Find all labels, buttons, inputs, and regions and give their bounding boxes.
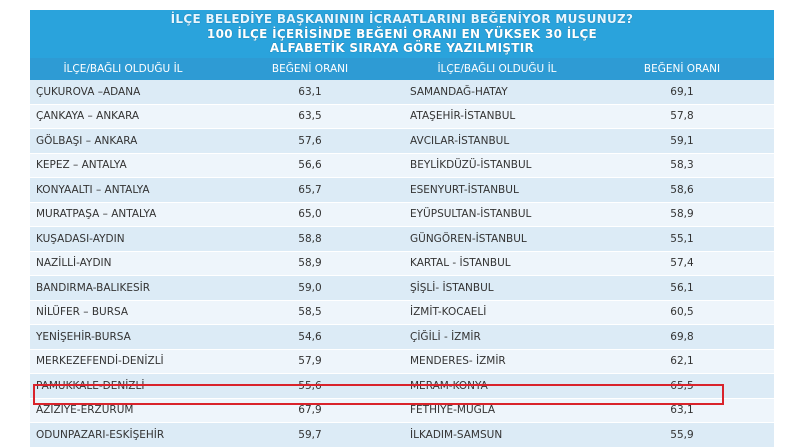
district-header-right: İLÇE/BAĞLI OLDUĞU İL <box>404 58 590 80</box>
district-cell-right: İLKADIM-SAMSUN <box>404 422 590 448</box>
rating-cell-right: 57,4 <box>590 251 774 276</box>
district-cell-left: MERKEZEFENDİ-DENİZLİ <box>30 349 216 374</box>
table-row: NAZİLLİ-AYDIN 58,9 KARTAL - İSTANBUL 57,4 <box>30 251 774 276</box>
rating-cell-right: 55,9 <box>590 422 774 448</box>
district-cell-left: NAZİLLİ-AYDIN <box>30 251 216 276</box>
table-row: ÇUKUROVA –ADANA 63,1 SAMANDAĞ-HATAY 69,1 <box>30 80 774 105</box>
rating-cell-right: 59,1 <box>590 128 774 154</box>
table-row: MURATPAŞA – ANTALYA 65,0 EYÜPSULTAN-İSTANB… <box>30 202 774 227</box>
district-cell-left: MURATPAŞA – ANTALYA <box>30 202 216 227</box>
rating-cell-right: 55,1 <box>590 226 774 252</box>
rating-cell-left: 57,9 <box>216 349 404 374</box>
rating-cell-right: 62,1 <box>590 349 774 374</box>
district-cell-right: İZMİT-KOCAELİ <box>404 300 590 325</box>
table-row: ODUNPAZARI-ESKİŞEHİR 59,7 İLKADIM-SAMSUN 55… <box>30 422 774 448</box>
rating-cell-right: 56,1 <box>590 275 774 301</box>
table-row: ÇANKAYA – ANKARA 63,5 ATAŞEHİR-İSTANBUL 57,… <box>30 104 774 129</box>
table-row: AZİZİYE-ERZURUM 67,9 FETHİYE-MUĞLA 63,1 <box>30 398 774 423</box>
district-cell-left: ÇUKUROVA –ADANA <box>30 80 216 105</box>
district-cell-right: BEYLİKDÜZÜ-İSTANBUL <box>404 153 590 178</box>
rating-cell-left: 57,6 <box>216 128 404 154</box>
district-cell-right: ŞİŞLİ- İSTANBUL <box>404 275 590 301</box>
district-cell-left: ODUNPAZARI-ESKİŞEHİR <box>30 422 216 448</box>
rating-cell-right: 58,9 <box>590 202 774 227</box>
district-cell-left: NİLÜFER – BURSA <box>30 300 216 325</box>
table-row: BANDIRMA-BALIKESİR 59,0 ŞİŞLİ- İSTANBUL 56,… <box>30 275 774 301</box>
district-cell-right: GÜNGÖREN-İSTANBUL <box>404 226 590 252</box>
district-cell-right: ÇİĞİLİ - İZMİR <box>404 324 590 350</box>
highlight-box <box>33 384 724 405</box>
table-row: MERKEZEFENDİ-DENİZLİ 57,9 MENDERES- İZMİR 6… <box>30 349 774 374</box>
district-cell-left: KUŞADASI-AYDIN <box>30 226 216 252</box>
district-cell-left: BANDIRMA-BALIKESİR <box>30 275 216 301</box>
table-row: GÖLBAŞI – ANKARA 57,6 AVCILAR-İSTANBUL 59,1 <box>30 128 774 154</box>
table-row: KEPEZ – ANTALYA 56,6 BEYLİKDÜZÜ-İSTANBUL 58… <box>30 153 774 178</box>
table-row: YENİŞEHİR-BURSA 54,6 ÇİĞİLİ - İZMİR 69,8 <box>30 324 774 350</box>
district-cell-left: KEPEZ – ANTALYA <box>30 153 216 178</box>
rating-cell-right: 58,6 <box>590 177 774 203</box>
district-cell-right: KARTAL - İSTANBUL <box>404 251 590 276</box>
ratings-infographic: İLÇE BELEDİYE BAŞKANININ İCRAATLARINI BE… <box>30 10 774 448</box>
header-row: İLÇE/BAĞLI OLDUĞU İL BEĞENİ ORANI İLÇE/B… <box>30 58 774 80</box>
district-cell-right: SAMANDAĞ-HATAY <box>404 80 590 105</box>
title-line-3: ALFABETİK SIRAYA GÖRE YAZILMIŞTIR <box>269 41 535 55</box>
title-block: İLÇE BELEDİYE BAŞKANININ İCRAATLARINI BE… <box>30 10 774 58</box>
rating-cell-left: 58,9 <box>216 251 404 276</box>
table-row: KONYAALTI – ANTALYA 65,7 ESENYURT-İSTANBUL… <box>30 177 774 203</box>
rating-cell-left: 63,1 <box>216 80 404 105</box>
rating-cell-right: 63,1 <box>590 398 774 423</box>
district-cell-left: YENİŞEHİR-BURSA <box>30 324 216 350</box>
district-header-left: İLÇE/BAĞLI OLDUĞU İL <box>30 58 216 80</box>
district-cell-left: ÇANKAYA – ANKARA <box>30 104 216 129</box>
district-cell-left: KONYAALTI – ANTALYA <box>30 177 216 203</box>
rating-cell-left: 54,6 <box>216 324 404 350</box>
rating-cell-right: 69,8 <box>590 324 774 350</box>
district-cell-right: EYÜPSULTAN-İSTANBUL <box>404 202 590 227</box>
rating-cell-right: 57,8 <box>590 104 774 129</box>
rating-cell-left: 58,8 <box>216 226 404 252</box>
rating-cell-left: 67,9 <box>216 398 404 423</box>
district-cell-right: ESENYURT-İSTANBUL <box>404 177 590 203</box>
rating-header-right: BEĞENİ ORANI <box>590 58 774 80</box>
title-line-1: İLÇE BELEDİYE BAŞKANININ İCRAATLARINI BE… <box>170 12 634 26</box>
rating-cell-left: 59,0 <box>216 275 404 301</box>
district-cell-right: ATAŞEHİR-İSTANBUL <box>404 104 590 129</box>
rating-cell-right: 69,1 <box>590 80 774 105</box>
rating-cell-left: 65,7 <box>216 177 404 203</box>
rating-cell-right: 60,5 <box>590 300 774 325</box>
rating-cell-left: 59,7 <box>216 422 404 448</box>
rating-cell-right: 58,3 <box>590 153 774 178</box>
district-cell-right: AVCILAR-İSTANBUL <box>404 128 590 154</box>
table-row: KUŞADASI-AYDIN 58,8 GÜNGÖREN-İSTANBUL 55,1 <box>30 226 774 252</box>
title-line-2: 100 İLÇE İÇERİSİNDE BEĞENİ ORANI EN YÜKS… <box>206 26 598 41</box>
district-cell-left: AZİZİYE-ERZURUM <box>30 398 216 423</box>
district-cell-right: FETHİYE-MUĞLA <box>404 398 590 423</box>
rating-cell-left: 58,5 <box>216 300 404 325</box>
district-cell-left: GÖLBAŞI – ANKARA <box>30 128 216 154</box>
rating-cell-left: 65,0 <box>216 202 404 227</box>
rating-cell-left: 56,6 <box>216 153 404 178</box>
rating-cell-left: 63,5 <box>216 104 404 129</box>
table-row: NİLÜFER – BURSA 58,5 İZMİT-KOCAELİ 60,5 <box>30 300 774 325</box>
district-cell-right: MENDERES- İZMİR <box>404 349 590 374</box>
rating-header-left: BEĞENİ ORANI <box>216 58 404 80</box>
